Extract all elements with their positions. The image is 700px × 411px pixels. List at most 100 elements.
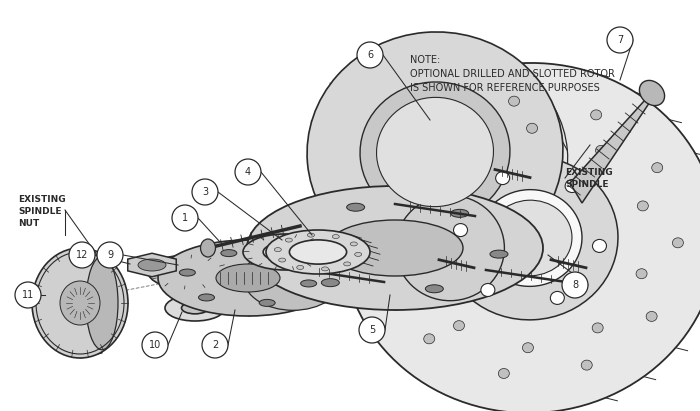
Ellipse shape [377,97,494,207]
Text: 3: 3 [202,187,208,197]
Ellipse shape [199,294,214,301]
Ellipse shape [342,63,700,411]
Ellipse shape [138,259,166,271]
Polygon shape [395,186,450,310]
Text: 5: 5 [369,325,375,335]
Ellipse shape [286,238,293,242]
Ellipse shape [478,189,582,286]
Circle shape [172,205,198,231]
Polygon shape [570,90,658,203]
Circle shape [142,332,168,358]
Ellipse shape [355,252,362,256]
Ellipse shape [263,242,307,261]
Ellipse shape [350,242,357,246]
Ellipse shape [282,238,300,246]
Ellipse shape [481,284,495,296]
Ellipse shape [451,209,468,217]
Circle shape [15,282,41,308]
Ellipse shape [673,238,683,248]
Ellipse shape [244,246,342,310]
Ellipse shape [165,295,225,321]
Ellipse shape [596,145,606,155]
Ellipse shape [216,264,280,292]
Circle shape [357,42,383,68]
Circle shape [69,242,95,268]
Ellipse shape [581,360,592,370]
Ellipse shape [344,262,351,266]
Ellipse shape [179,269,195,276]
Circle shape [562,272,588,298]
Ellipse shape [307,233,314,237]
Ellipse shape [413,197,424,207]
Ellipse shape [300,280,316,287]
Text: 9: 9 [107,250,113,260]
Ellipse shape [279,258,286,262]
Circle shape [235,159,261,185]
Ellipse shape [266,230,370,274]
Ellipse shape [454,224,468,237]
Ellipse shape [321,267,328,271]
Ellipse shape [384,189,395,200]
Ellipse shape [297,266,304,270]
Text: 11: 11 [22,290,34,300]
Ellipse shape [509,96,519,106]
Text: 12: 12 [76,250,88,260]
Ellipse shape [490,250,508,258]
Ellipse shape [637,201,648,211]
Ellipse shape [86,256,118,350]
Ellipse shape [332,235,340,238]
Ellipse shape [32,248,128,358]
Ellipse shape [565,180,579,192]
Ellipse shape [646,312,657,321]
Ellipse shape [457,143,468,153]
Text: 7: 7 [617,35,623,45]
Ellipse shape [498,369,510,379]
Ellipse shape [360,82,510,222]
Text: 4: 4 [245,167,251,177]
Text: 6: 6 [367,50,373,60]
Ellipse shape [327,220,463,276]
Text: NOTE:
OPTIONAL DRILLED AND SLOTTED ROTOR
IS SHOWN FOR REFERENCE PURPOSES: NOTE: OPTIONAL DRILLED AND SLOTTED ROTOR… [410,55,615,93]
Polygon shape [80,248,102,358]
Ellipse shape [636,269,647,279]
Ellipse shape [243,234,327,270]
Ellipse shape [442,156,618,320]
Text: EXISTING
SPINDLE
NUT: EXISTING SPINDLE NUT [18,195,66,228]
Ellipse shape [488,200,572,276]
Circle shape [607,27,633,53]
Ellipse shape [639,81,664,106]
Ellipse shape [281,255,298,262]
Ellipse shape [220,249,237,256]
Ellipse shape [346,203,365,211]
Ellipse shape [289,240,346,264]
Ellipse shape [168,263,208,280]
Ellipse shape [148,255,228,289]
Ellipse shape [592,323,603,333]
Ellipse shape [259,299,275,306]
Ellipse shape [591,110,601,120]
Ellipse shape [381,267,392,277]
Ellipse shape [550,291,564,305]
Text: 10: 10 [149,340,161,350]
Text: 2: 2 [212,340,218,350]
Ellipse shape [200,239,216,257]
Ellipse shape [181,302,209,314]
Ellipse shape [496,171,510,185]
Circle shape [359,317,385,343]
Ellipse shape [454,321,465,330]
Ellipse shape [307,32,563,272]
Ellipse shape [424,334,435,344]
Ellipse shape [522,343,533,353]
Ellipse shape [652,163,663,173]
Ellipse shape [247,186,543,310]
Circle shape [202,332,228,358]
Ellipse shape [395,195,505,301]
Ellipse shape [321,279,340,286]
Ellipse shape [60,281,100,325]
Ellipse shape [592,240,606,252]
Text: 1: 1 [182,213,188,223]
Ellipse shape [431,126,442,136]
Ellipse shape [426,285,443,293]
Polygon shape [128,253,176,277]
Ellipse shape [158,240,338,316]
